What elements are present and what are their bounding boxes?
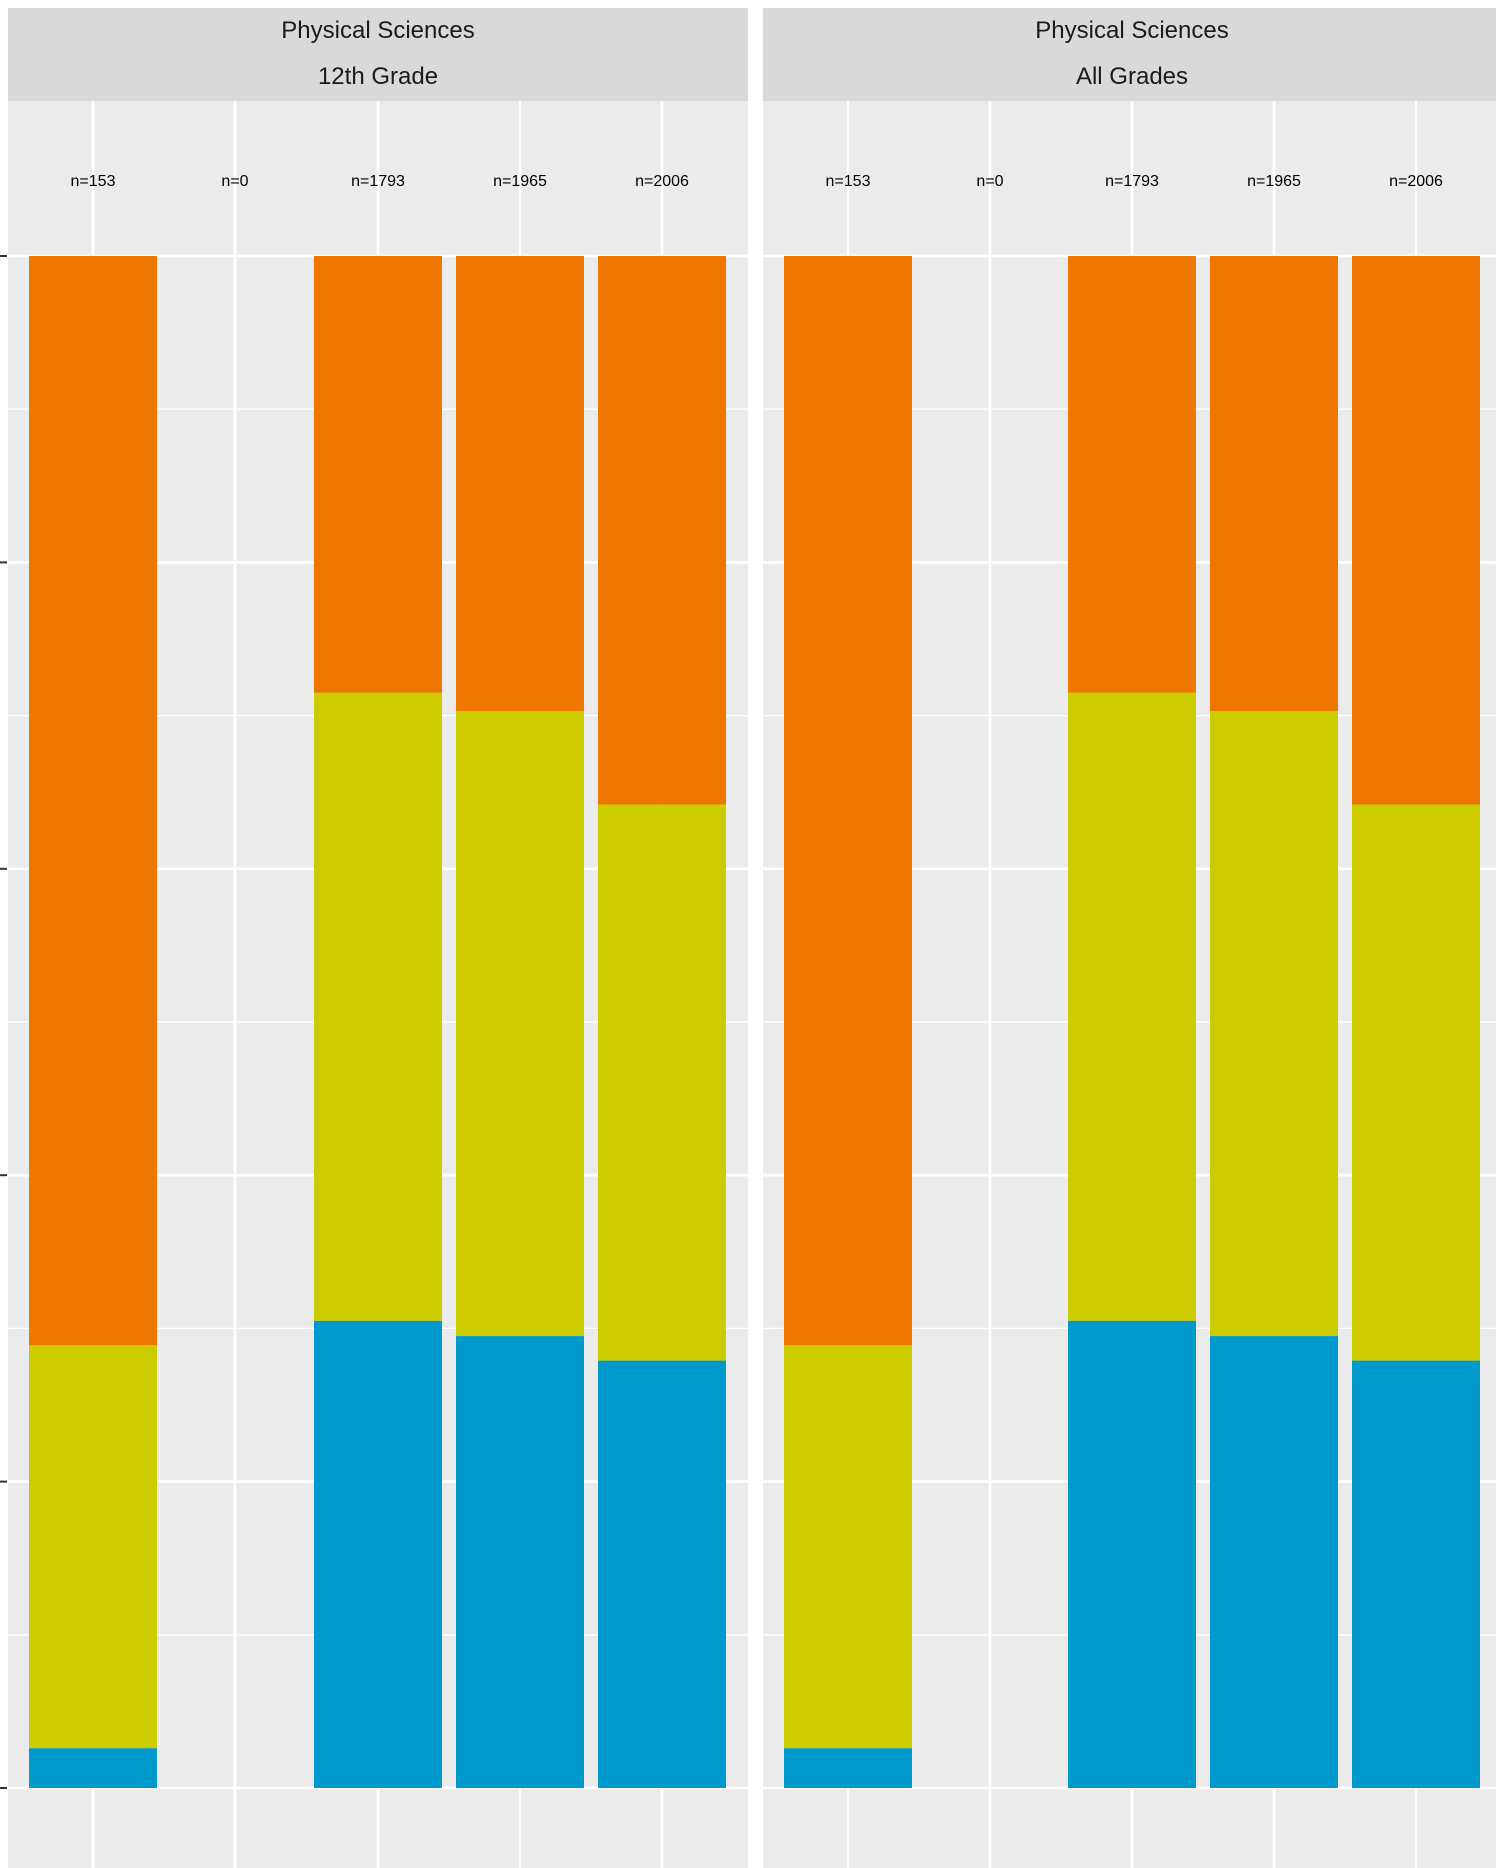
bar-segment-1-4 <box>1352 804 1480 1361</box>
bar-segment-1-4 <box>598 804 726 1361</box>
bar-segment-0-3 <box>1210 1336 1338 1788</box>
count-label: n=2006 <box>1389 173 1443 190</box>
bar-segment-2-0 <box>29 256 157 1346</box>
bar-segment-0-2 <box>314 1320 442 1788</box>
bar-layer <box>784 256 1480 1788</box>
bar-segment-1-3 <box>456 711 584 1337</box>
bar-segment-0-4 <box>1352 1360 1480 1788</box>
bar-segment-1-3 <box>1210 711 1338 1337</box>
count-label: n=153 <box>71 173 116 190</box>
bar-segment-1-0 <box>29 1345 157 1749</box>
bar-segment-2-2 <box>314 256 442 693</box>
bar-segment-2-3 <box>456 256 584 712</box>
bar-segment-0-0 <box>29 1748 157 1788</box>
bar-segment-0-0 <box>784 1748 912 1788</box>
bar-segment-2-0 <box>784 256 912 1346</box>
bar-segment-2-2 <box>1068 256 1196 693</box>
strip-subtitle: 12th Grade <box>318 63 438 90</box>
bar-layer <box>29 256 726 1788</box>
strip-title: Physical Sciences <box>281 17 474 44</box>
strip-background <box>763 8 1496 101</box>
count-label: n=153 <box>826 173 871 190</box>
count-label: n=0 <box>221 173 248 190</box>
count-label-layer: n=153 n=0 n=1793 n=1965 n=2006 <box>71 173 689 190</box>
facet-panel-all-grades: Physical Sciences All Grades n=153 n=0 n=1… <box>763 8 1496 1868</box>
bar-segment-2-3 <box>1210 256 1338 712</box>
bar-segment-1-0 <box>784 1345 912 1749</box>
strip-background <box>8 8 748 101</box>
bar-segment-2-4 <box>1352 256 1480 805</box>
count-label: n=1965 <box>1247 173 1301 190</box>
bar-segment-1-2 <box>1068 692 1196 1321</box>
count-label: n=2006 <box>635 173 689 190</box>
bar-segment-2-4 <box>598 256 726 805</box>
bar-segment-0-3 <box>456 1336 584 1788</box>
facet-panel-12th-grade: Physical Sciences 12th Grade n=153 n=0 n=1… <box>8 8 748 1868</box>
bar-segment-0-4 <box>598 1360 726 1788</box>
strip-title: Physical Sciences <box>1035 17 1228 44</box>
count-label-layer: n=153 n=0 n=1793 n=1965 n=2006 <box>826 173 1443 190</box>
y-axis-ticks <box>0 255 7 1789</box>
bar-segment-0-2 <box>1068 1320 1196 1788</box>
strip-subtitle: All Grades <box>1076 63 1188 90</box>
count-label: n=1793 <box>351 173 405 190</box>
count-label: n=1793 <box>1105 173 1159 190</box>
count-label: n=1965 <box>493 173 547 190</box>
bar-segment-1-2 <box>314 692 442 1321</box>
count-label: n=0 <box>976 173 1003 190</box>
